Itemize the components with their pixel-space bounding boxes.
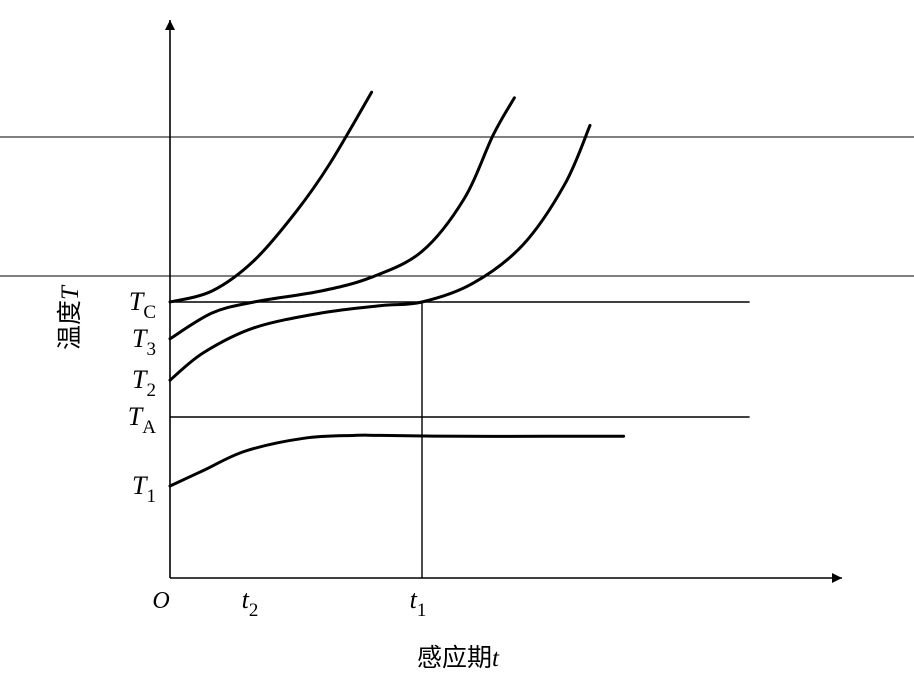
x-axis-label-text: 感应期 [417, 644, 492, 672]
curve-from-tc [168, 90, 374, 304]
curve-from-t2 [168, 123, 592, 382]
reference-lines [170, 301, 750, 578]
x-tick-t2: t2 [242, 585, 259, 621]
y-axis-label: 温度T [56, 284, 84, 350]
y-axis-label-var: T [57, 284, 84, 300]
curve-from-t3 [168, 96, 516, 341]
curve-from-t1 [168, 433, 626, 488]
y-tick-t2: T2 [132, 365, 156, 401]
induction-curves [168, 90, 626, 488]
origin-label: O [152, 588, 169, 614]
x-tick-t1: t1 [410, 585, 427, 621]
y-tick-t1: T1 [132, 471, 156, 507]
y-axis-label-text: 温度 [56, 300, 84, 350]
y-tick-t3: T3 [132, 324, 156, 360]
x-axis-label: 感应期t [417, 644, 500, 672]
y-tick-ta: TA [128, 402, 156, 438]
x-axis-label-var: t [492, 645, 500, 672]
x-tick-labels: t2 t1 [242, 585, 427, 621]
y-tick-tc: TC [129, 287, 156, 323]
